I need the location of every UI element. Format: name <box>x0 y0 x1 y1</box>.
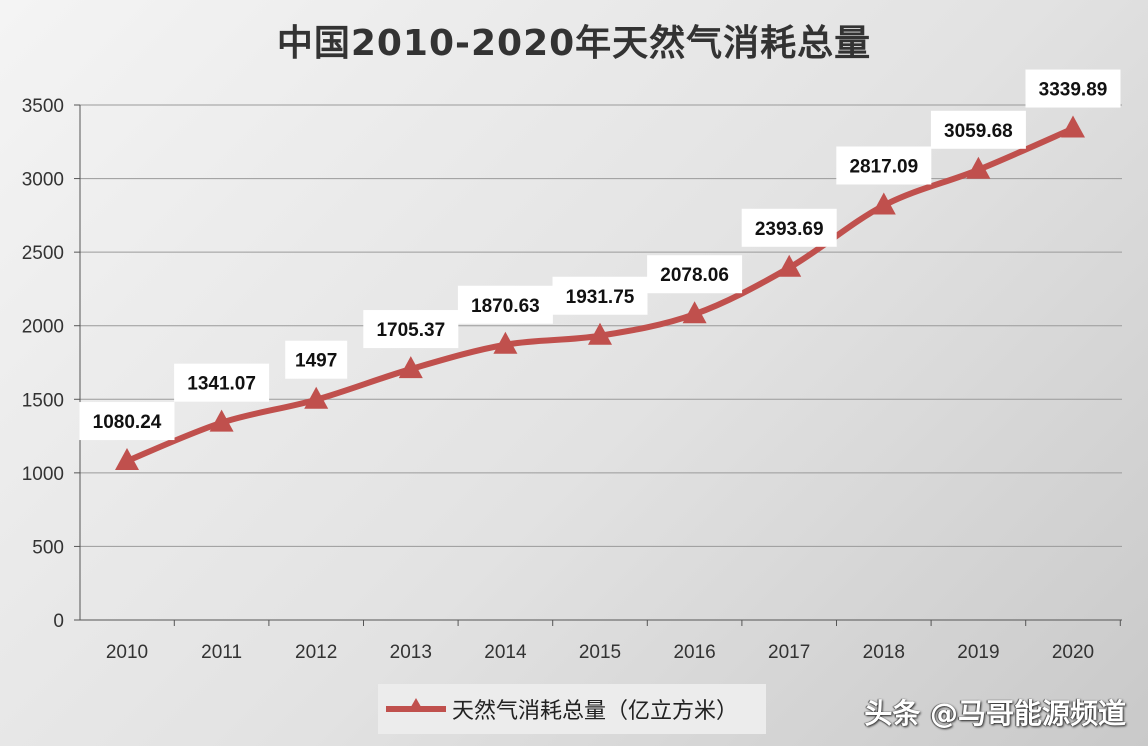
data-label: 2078.06 <box>660 265 729 286</box>
data-label: 2393.69 <box>755 219 824 240</box>
data-point-triangle <box>1061 115 1085 138</box>
chart-title: 中国2010-2020年天然气消耗总量 <box>276 23 872 64</box>
x-tick-label: 2010 <box>106 642 148 663</box>
data-point-triangle <box>115 448 139 471</box>
y-tick-label: 1000 <box>22 464 64 485</box>
x-tick-label: 2018 <box>863 642 905 663</box>
legend-line-triangle-icon <box>386 698 446 712</box>
x-tick-label: 2012 <box>295 642 337 663</box>
x-tick-label: 2015 <box>579 642 621 663</box>
data-label-box <box>741 208 837 247</box>
data-label-box <box>647 255 743 294</box>
x-tick-label: 2017 <box>768 642 810 663</box>
y-tick-label: 2500 <box>22 243 64 264</box>
y-tick-label: 3000 <box>22 170 64 191</box>
data-label-box <box>79 402 175 441</box>
x-tick-label: 2014 <box>484 642 527 663</box>
data-label-box <box>552 276 648 315</box>
y-tick-label: 3500 <box>22 96 64 117</box>
y-tick-label: 500 <box>32 537 64 558</box>
data-label: 3339.89 <box>1039 80 1108 101</box>
data-label-box <box>363 310 459 349</box>
data-label: 1080.24 <box>93 412 162 433</box>
data-point-triangle <box>777 254 802 277</box>
data-label-box <box>285 340 348 379</box>
data-point-triangle <box>493 331 518 354</box>
data-point-triangle <box>304 386 329 409</box>
data-point-triangle <box>871 192 896 215</box>
data-point-triangle <box>209 409 234 432</box>
y-tick-label: 2000 <box>22 317 64 338</box>
data-point-triangle <box>588 322 612 345</box>
data-label-box <box>174 363 270 402</box>
data-label-box <box>1025 69 1121 108</box>
watermark: 头条 @马哥能源频道 <box>864 697 1126 730</box>
legend-label: 天然气消耗总量（亿立方米） <box>452 699 739 724</box>
data-label: 1931.75 <box>566 287 635 308</box>
data-label: 2817.09 <box>849 156 918 177</box>
data-label-box <box>930 110 1026 149</box>
data-label-box <box>457 285 553 324</box>
data-label: 1497 <box>295 351 337 372</box>
data-label: 3059.68 <box>944 121 1013 142</box>
x-tick-label: 2011 <box>201 642 242 663</box>
data-label-box <box>836 146 932 185</box>
data-label: 1341.07 <box>187 374 256 395</box>
x-tick-label: 2016 <box>673 642 715 663</box>
y-tick-label: 0 <box>53 611 64 632</box>
data-label: 1870.63 <box>471 296 540 317</box>
x-tick-label: 2013 <box>390 642 432 663</box>
x-tick-label: 2019 <box>957 642 999 663</box>
y-tick-label: 1500 <box>22 390 64 411</box>
legend: 天然气消耗总量（亿立方米） <box>378 684 766 734</box>
data-point-triangle <box>682 301 707 324</box>
data-point-triangle <box>966 156 991 179</box>
data-label: 1705.37 <box>376 320 445 341</box>
x-tick-label: 2020 <box>1052 642 1094 663</box>
data-point-triangle <box>398 356 423 379</box>
